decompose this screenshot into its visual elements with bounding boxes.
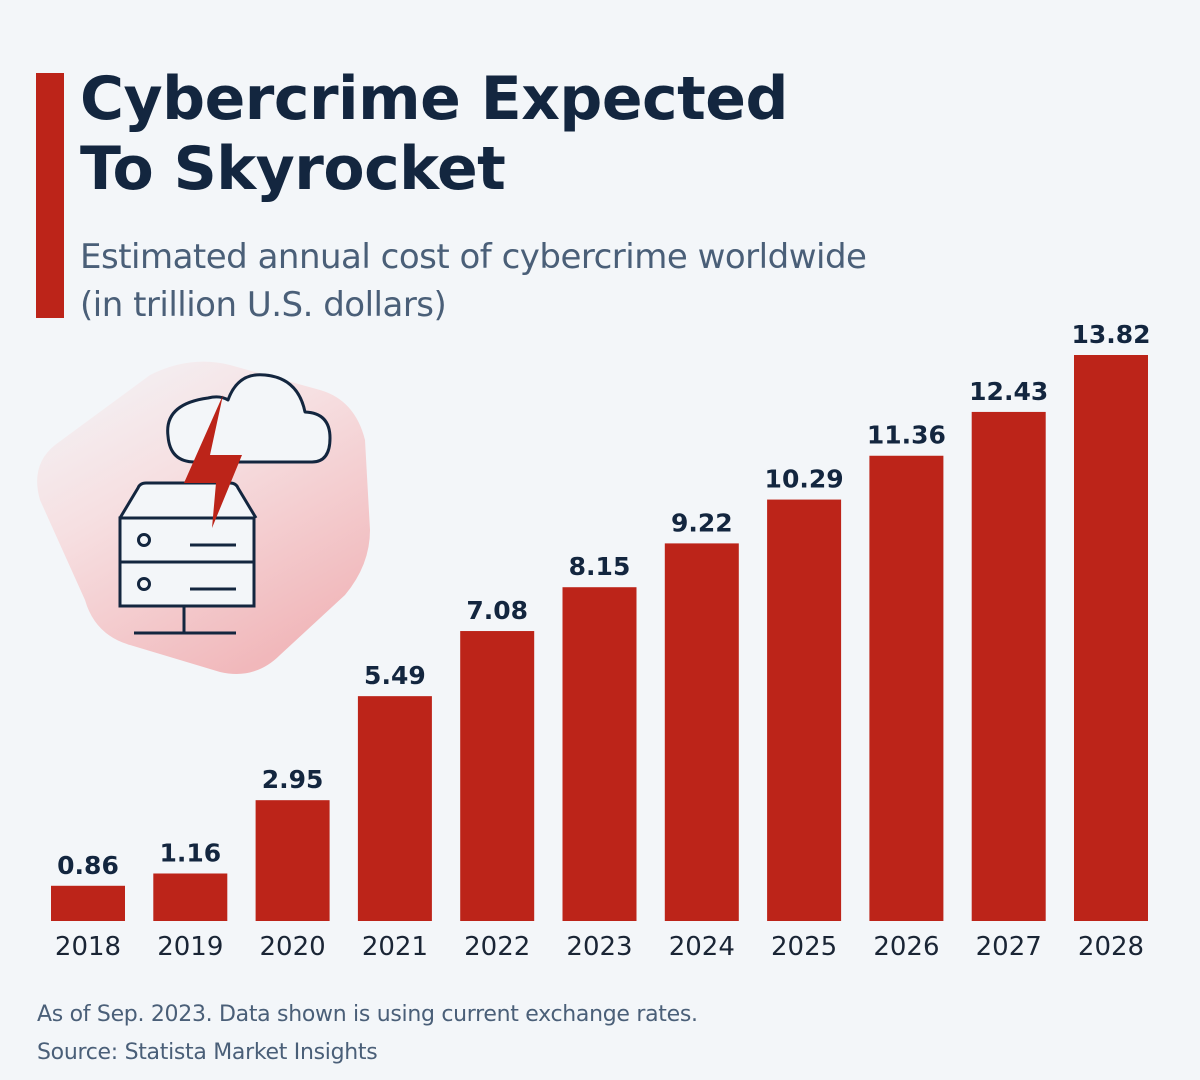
category-label-2028: 2028 xyxy=(1078,932,1144,962)
bar-2023 xyxy=(562,587,637,921)
category-label-2025: 2025 xyxy=(771,932,837,962)
bar-2019 xyxy=(153,873,228,921)
subtitle-line-2: (in trillion U.S. dollars) xyxy=(80,285,447,325)
bar-2020 xyxy=(255,800,330,921)
value-label-2026: 11.36 xyxy=(867,421,946,450)
cybercrime-illustration xyxy=(37,361,371,674)
category-label-2026: 2026 xyxy=(873,932,939,962)
title-accent-bar xyxy=(36,73,64,318)
bar-2021 xyxy=(357,696,432,921)
value-label-2024: 9.22 xyxy=(671,508,733,537)
value-label-2023: 8.15 xyxy=(569,552,631,581)
bar-2022 xyxy=(460,631,535,921)
category-label-2018: 2018 xyxy=(55,932,121,962)
bar-2024 xyxy=(664,543,739,921)
bar-2027 xyxy=(971,411,1046,921)
bars-group xyxy=(51,355,1148,921)
chart-subtitle: Estimated annual cost of cybercrime worl… xyxy=(80,233,867,329)
value-label-2021: 5.49 xyxy=(364,661,426,690)
category-label-2023: 2023 xyxy=(566,932,632,962)
title-line-2: To Skyrocket xyxy=(80,134,506,204)
lightning-bolt-icon xyxy=(184,395,242,528)
bar-2026 xyxy=(869,455,944,921)
category-label-2021: 2021 xyxy=(362,932,428,962)
bar-2025 xyxy=(767,499,842,921)
source-note: Source: Statista Market Insights xyxy=(37,1040,378,1065)
category-labels-group: 2018 2019 2020 2021 2022 2023 2024 2025 2026 2027… xyxy=(55,932,1144,962)
subtitle-line-1: Estimated annual cost of cybercrime worl… xyxy=(80,237,867,277)
value-labels-group: 0.86 1.16 2.95 5.49 7.08 8.15 9.22 10.29 11.36 12… xyxy=(57,320,1150,880)
bar-2018 xyxy=(51,885,125,921)
category-label-2019: 2019 xyxy=(157,932,223,962)
value-label-2028: 13.82 xyxy=(1071,320,1150,349)
server-icon xyxy=(118,481,258,635)
value-label-2022: 7.08 xyxy=(466,596,528,625)
page-title: Cybercrime Expected To Skyrocket xyxy=(80,64,788,204)
category-label-2027: 2027 xyxy=(976,932,1042,962)
footnote: As of Sep. 2023. Data shown is using cur… xyxy=(37,1002,698,1027)
value-label-2025: 10.29 xyxy=(765,465,844,494)
value-label-2018: 0.86 xyxy=(57,851,119,880)
title-line-1: Cybercrime Expected xyxy=(80,64,788,134)
value-label-2019: 1.16 xyxy=(159,838,221,867)
category-label-2020: 2020 xyxy=(260,932,326,962)
bar-chart: 0.86 1.16 2.95 5.49 7.08 8.15 9.22 10.29 11.36 12… xyxy=(51,320,1151,962)
value-label-2020: 2.95 xyxy=(262,765,324,794)
category-label-2024: 2024 xyxy=(669,932,735,962)
value-label-2027: 12.43 xyxy=(969,377,1048,406)
bar-2028 xyxy=(1074,355,1148,921)
category-label-2022: 2022 xyxy=(464,932,530,962)
